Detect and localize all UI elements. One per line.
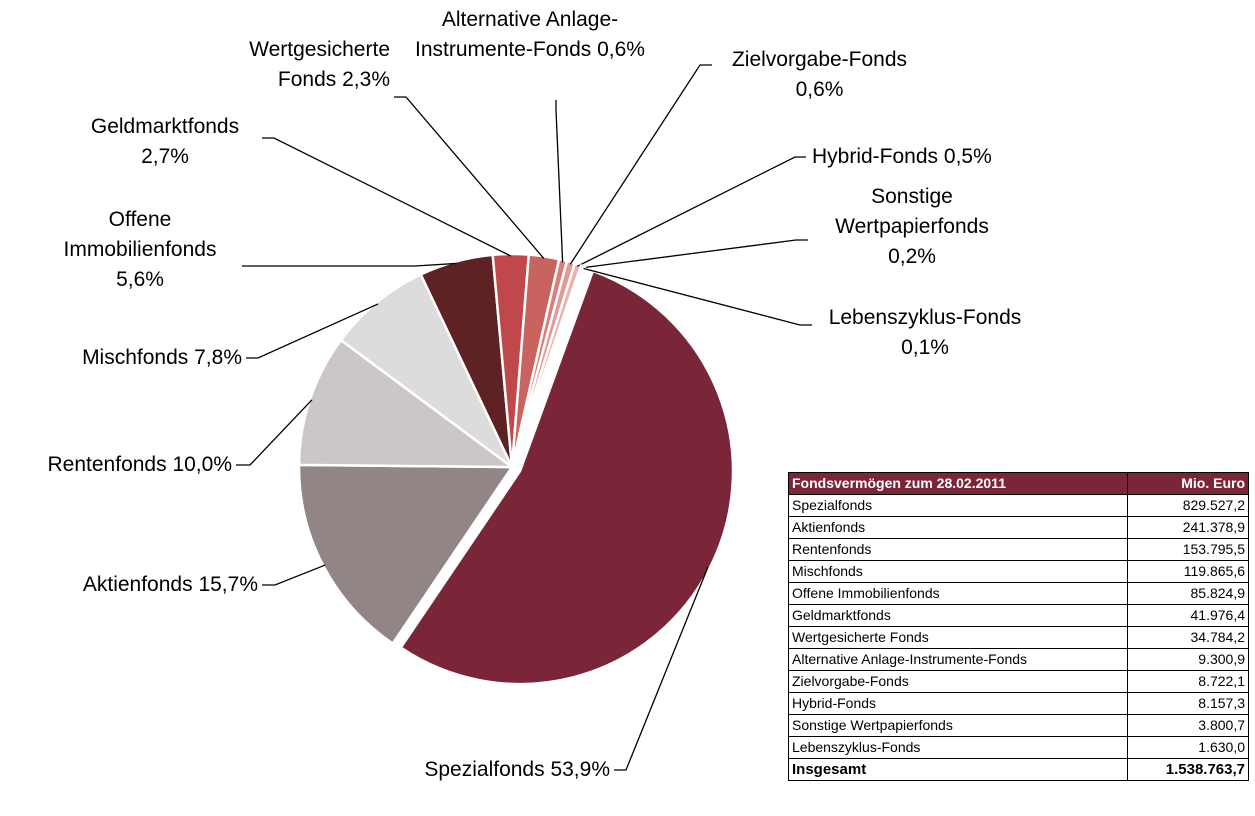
slice-label: Wertgesicherte Fonds 2,3%	[210, 35, 390, 95]
slice-percent: 0,5%	[943, 145, 992, 168]
table-cell: 241.378,9	[1127, 516, 1249, 539]
table-cell: 3.800,7	[1127, 714, 1249, 737]
table-row: Mischfonds 119.865,6	[787, 560, 1249, 583]
slice-label: Mischfonds 7,8%	[0, 343, 242, 373]
leader-line	[555, 100, 564, 263]
slice-name: Spezialfonds	[424, 758, 545, 781]
leader-line	[236, 399, 313, 466]
slice-percent: 2,3%	[342, 68, 390, 91]
slice-name: Mischfonds	[82, 346, 189, 369]
slice-percent: 7,8%	[194, 346, 242, 369]
slice-label: Geldmarktfonds 2,7%	[65, 112, 265, 172]
slice-label: Offene Immobilienfonds 5,6%	[40, 205, 240, 295]
data-table: Fondsvermögen zum 28.02.2011 Mio. Euro Spe…	[787, 472, 1249, 781]
slice-name: Hybrid-Fonds	[812, 145, 939, 168]
table-row: Sonstige Wertpapierfonds 3.800,7	[787, 714, 1249, 737]
slice-label: Rentenfonds 10,0%	[0, 450, 232, 480]
slice-name: Lebenszyklus-Fonds	[828, 306, 1022, 329]
table-row: Geldmarktfonds 41.976,4	[787, 604, 1249, 627]
leader-line	[614, 566, 709, 771]
slice-name: Sonstige Wertpapierfonds	[835, 185, 989, 238]
table-row: Fondsvermögen zum 28.02.2011 Mio. Euro	[787, 472, 1249, 495]
table-row: Aktienfonds 241.378,9	[787, 516, 1249, 539]
table-cell: 8.722,1	[1127, 670, 1249, 693]
slice-name: Zielvorgabe-Fonds	[731, 48, 908, 71]
table-row: Hybrid-Fonds 8.157,3	[787, 692, 1249, 715]
table-cell: 1.630,0	[1127, 736, 1249, 759]
slice-label: Alternative Anlage-Instrumente-Fonds 0,6…	[412, 5, 648, 65]
table-row: Offene Immobilienfonds 85.824,9	[787, 582, 1249, 605]
slice-name: Offene Immobilienfonds	[63, 208, 217, 261]
slice-name: Rentenfonds	[47, 453, 167, 476]
table-cell: 41.976,4	[1127, 604, 1249, 627]
slice-percent: 0,6%	[597, 38, 645, 61]
leader-line	[262, 137, 512, 257]
table-cell: Spezialfonds	[787, 494, 1129, 517]
slice-label: Sonstige Wertpapierfonds 0,2%	[812, 182, 1012, 272]
table-row: Rentenfonds 153.795,5	[787, 538, 1249, 561]
slice-percent: 0,6%	[795, 78, 844, 101]
table-row: Alternative Anlage-Instrumente-Fonds 9.30…	[787, 648, 1249, 671]
leader-line	[569, 64, 712, 265]
table-cell: Mio. Euro	[1127, 472, 1249, 495]
table-row: Wertgesicherte Fonds 34.784,2	[787, 626, 1249, 649]
table-cell: 829.527,2	[1127, 494, 1249, 517]
table-row: Spezialfonds 829.527,2	[787, 494, 1249, 517]
table-row: Insgesamt 1.538.763,7	[787, 758, 1249, 781]
table-cell: Fondsvermögen zum 28.02.2011	[787, 472, 1129, 495]
leader-line	[242, 262, 457, 267]
pie-slice	[510, 264, 587, 468]
table-cell: Geldmarktfonds	[787, 604, 1129, 627]
leader-line	[583, 267, 812, 326]
pie-slice	[399, 269, 735, 686]
slice-name: Aktienfonds	[82, 573, 193, 596]
slice-percent: 2,7%	[141, 145, 189, 168]
leader-line	[394, 96, 545, 259]
table-cell: Aktienfonds	[787, 516, 1129, 539]
leader-line	[262, 564, 326, 586]
table-cell: Sonstige Wertpapierfonds	[787, 714, 1129, 737]
slice-percent: 5,6%	[116, 268, 164, 291]
table-cell: Insgesamt	[787, 758, 1129, 781]
pie-slice	[297, 338, 516, 469]
table-cell: Wertgesicherte Fonds	[787, 626, 1129, 649]
table-cell: 85.824,9	[1127, 582, 1249, 605]
slice-percent: 0,2%	[888, 245, 936, 268]
table-cell: 9.300,9	[1127, 648, 1249, 671]
table-cell: 8.157,3	[1127, 692, 1249, 715]
table-cell: Mischfonds	[787, 560, 1129, 583]
pie-slice	[339, 272, 514, 469]
table-cell: 34.784,2	[1127, 626, 1249, 649]
slice-percent: 0,1%	[901, 336, 949, 359]
table-cell: Offene Immobilienfonds	[787, 582, 1129, 605]
table-cell: Hybrid-Fonds	[787, 692, 1129, 715]
leader-line	[246, 303, 379, 359]
slice-label: Spezialfonds 53,9%	[410, 755, 610, 785]
table-cell: 153.795,5	[1127, 538, 1249, 561]
leader-line	[576, 156, 806, 267]
slice-label: Zielvorgabe-Fonds 0,6%	[712, 45, 927, 105]
slice-percent: 53,9%	[550, 758, 610, 781]
table-row: Zielvorgabe-Fonds 8.722,1	[787, 670, 1249, 693]
table-row: Lebenszyklus-Fonds 1.630,0	[787, 736, 1249, 759]
table-cell: Alternative Anlage-Instrumente-Fonds	[787, 648, 1129, 671]
slice-name: Geldmarktfonds	[90, 115, 240, 138]
table-cell: 119.865,6	[1127, 560, 1249, 583]
slice-name: Alternative Anlage-Instrumente-Fonds	[415, 8, 619, 61]
slice-percent: 10,0%	[172, 453, 232, 476]
slice-label: Aktienfonds 15,7%	[0, 570, 258, 600]
table-cell: Zielvorgabe-Fonds	[787, 670, 1129, 693]
table-cell: 1.538.763,7	[1127, 758, 1249, 781]
slice-label: Lebenszyklus-Fonds 0,1%	[815, 303, 1035, 363]
slice-percent: 15,7%	[198, 573, 258, 596]
slice-name: Wertgesicherte Fonds	[249, 38, 390, 91]
leader-line	[581, 239, 808, 269]
table-cell: Rentenfonds	[787, 538, 1129, 561]
slice-label: Hybrid-Fonds 0,5%	[812, 142, 1072, 172]
table-cell: Lebenszyklus-Fonds	[787, 736, 1129, 759]
